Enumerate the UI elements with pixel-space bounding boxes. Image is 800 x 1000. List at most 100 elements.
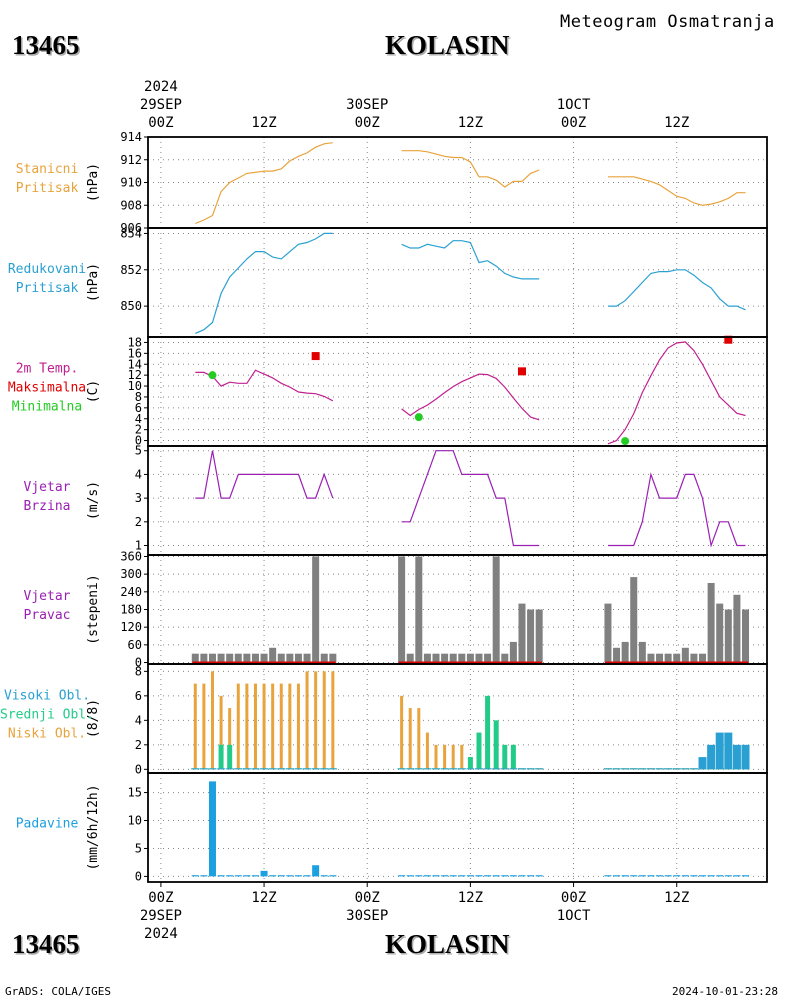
wind-direction-bar	[191, 653, 199, 663]
cloud-bar	[414, 768, 423, 770]
wind-direction-bar	[234, 653, 242, 663]
cloud-bar	[294, 768, 303, 770]
bottom-hour-label: 12Z	[664, 890, 689, 906]
precip-bar	[312, 865, 320, 877]
precip-bar	[604, 875, 612, 877]
panel-label: Vjetar	[24, 589, 71, 604]
cloud-bar	[228, 708, 232, 770]
cloud-bar	[303, 768, 312, 770]
panel-frame	[147, 136, 768, 229]
y-tick-label: 914	[120, 130, 142, 144]
cloud-bar	[492, 768, 501, 770]
precip-bar	[509, 875, 517, 877]
wind-direction-bar	[699, 653, 707, 663]
series-line	[608, 472, 746, 548]
wind-direction-bar	[484, 653, 492, 663]
precip-bar	[406, 875, 414, 877]
bottom-year-label: 2024	[144, 926, 178, 942]
bottom-hour-label: 12Z	[251, 890, 276, 906]
cloud-bar	[476, 732, 482, 770]
wind-direction-bar	[733, 594, 741, 663]
tmax-marker	[724, 335, 733, 344]
cloud-bar	[698, 757, 707, 770]
y-tick-label: 18	[128, 335, 142, 349]
cloud-bar	[314, 671, 318, 770]
cloud-bar	[483, 768, 492, 770]
cloud-bar	[724, 732, 733, 770]
y-tick-label: 0	[135, 656, 142, 670]
cloud-bar	[502, 744, 508, 770]
y-tick-label: 1	[135, 539, 142, 553]
wind-direction-bar	[320, 653, 328, 663]
wind-direction-bar	[673, 653, 681, 663]
precip-bar	[475, 875, 483, 877]
y-tick-label: 0	[135, 434, 142, 448]
y-tick-label: 180	[120, 603, 142, 617]
wind-direction-bar	[707, 582, 715, 663]
precip-bar	[733, 875, 741, 877]
precip-bar	[466, 875, 474, 877]
tmax-marker	[517, 367, 526, 376]
series-line	[195, 142, 333, 225]
cloud-bar	[417, 708, 421, 770]
y-tick-label: 906	[120, 221, 142, 235]
y-tick-label: 852	[120, 263, 142, 277]
cloud-bar	[664, 768, 673, 770]
tmin-marker	[208, 371, 217, 380]
cloud-bar	[715, 732, 724, 770]
cloud-bar	[451, 744, 455, 770]
y-tick-label: 10	[128, 379, 142, 393]
wind-direction-bar	[742, 609, 750, 663]
cloud-bar	[655, 768, 664, 770]
cloud-bar	[277, 768, 286, 770]
unit-label: (8/8)	[86, 699, 101, 738]
station-name: KOLASIN	[385, 30, 510, 60]
precip-bar	[303, 875, 311, 877]
cloud-bar	[331, 671, 335, 770]
panel-wind-direction: 0 60 120 180 240 300 360 (stepeni) Vjetar Pravac	[24, 549, 768, 670]
wind-direction-bar	[441, 653, 449, 663]
y-tick-label: 5	[135, 444, 142, 458]
precip-bar	[535, 875, 543, 877]
cloud-bar	[443, 744, 447, 770]
wind-direction-bar	[630, 577, 638, 663]
wind-direction-bar	[286, 653, 294, 663]
top-hour-label: 12Z	[664, 115, 689, 131]
wind-direction-bar	[716, 603, 724, 663]
wind-direction-bar	[458, 653, 466, 663]
wind-direction-bar	[604, 603, 612, 663]
cloud-bar	[253, 683, 257, 770]
cloud-bar	[397, 768, 406, 770]
product-title: Meteogram Osmatranja	[560, 12, 775, 32]
panel-label: Brzina	[24, 499, 71, 514]
panel-label: 2m Temp.	[16, 362, 79, 377]
wind-direction-bar	[475, 653, 483, 663]
cloud-bar	[672, 768, 681, 770]
panel-label: Pravac	[24, 608, 71, 623]
unit-label: (hPa)	[86, 263, 101, 302]
top-date-label: 30SEP	[346, 97, 388, 113]
y-tick-label: 360	[120, 549, 142, 563]
cloud-bar	[517, 768, 526, 770]
panel-label: Stanicni	[16, 162, 79, 177]
cloud-bar	[440, 768, 449, 770]
wind-direction-bar	[398, 556, 406, 663]
cloud-bar	[466, 768, 475, 770]
panel-label: Maksimalna	[8, 381, 86, 396]
bottom-hour-label: 00Z	[355, 890, 380, 906]
wind-direction-bar	[621, 641, 629, 663]
cloud-bar	[305, 671, 309, 770]
series-line	[195, 450, 334, 499]
unit-label: (hPa)	[86, 163, 101, 202]
wind-direction-bar	[303, 653, 311, 663]
bottom-date-label: 1OCT	[557, 908, 591, 924]
y-tick-label: 10	[128, 814, 142, 828]
footer-credit: GrADS: COLA/IGES	[5, 985, 111, 998]
tmax-marker	[311, 352, 320, 361]
y-tick-label: 15	[128, 786, 142, 800]
top-year-label: 2024	[144, 79, 178, 95]
precip-bar	[269, 875, 277, 877]
cloud-bar	[260, 768, 269, 770]
y-tick-label: 120	[120, 620, 142, 634]
